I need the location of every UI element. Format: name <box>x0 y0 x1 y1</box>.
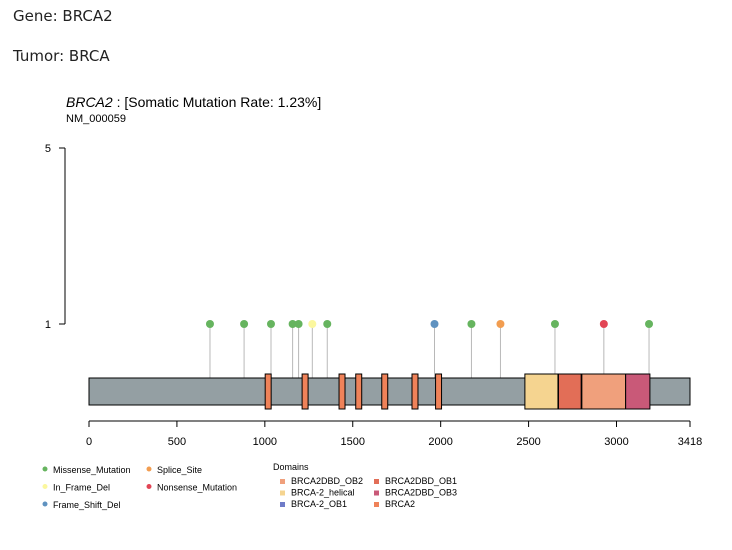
domain-box <box>581 373 627 410</box>
x-tick-label: 2000 <box>428 436 452 448</box>
lollipop-head <box>496 320 505 328</box>
x-tick-label: 0 <box>86 436 92 448</box>
lollipop-head <box>266 320 275 328</box>
tumor-label: Tumor: BRCA <box>13 47 110 65</box>
lollipop-head <box>308 320 317 328</box>
chart-subtitle: NM_000059 <box>66 113 126 125</box>
domain-box <box>411 373 419 410</box>
chart-title-rest: : [Somatic Mutation Rate: 1.23%] <box>113 94 322 110</box>
domain-box <box>301 373 309 410</box>
x-tick-label: 1000 <box>253 436 277 448</box>
lollipop-head <box>205 320 214 328</box>
domain-box <box>355 373 363 410</box>
lollipop-head <box>645 320 654 328</box>
lollipop-head <box>323 320 332 328</box>
legend-label: In_Frame_Del <box>53 483 110 493</box>
legend-swatch <box>280 490 285 496</box>
x-tick-label: 500 <box>168 436 186 448</box>
legend-swatch <box>374 479 379 484</box>
domain-box <box>524 373 559 410</box>
y-tick-label: 1 <box>45 319 51 331</box>
lollipop-heads <box>205 320 654 328</box>
x-tick-label: 1500 <box>341 436 365 448</box>
legend-label: BRCA2DBD_OB2 <box>291 476 363 486</box>
legend-swatch <box>374 490 379 496</box>
domain-box <box>625 373 651 410</box>
legend-label: Frame_Shift_Del <box>53 500 121 510</box>
x-tick-label: 2500 <box>516 436 540 448</box>
legend-label: BRCA-2_OB1 <box>291 499 347 509</box>
legend-dot <box>146 466 152 472</box>
mutation-type-legend: Missense_Mutation In_Frame_Del Frame_Shift… <box>42 465 237 510</box>
legend-dot <box>42 466 48 472</box>
lollipop-head <box>550 320 559 328</box>
domain-box <box>264 373 272 410</box>
legend-swatch <box>280 502 285 507</box>
lollipop-head <box>430 320 439 328</box>
lollipop-head <box>288 320 297 328</box>
lollipop-head <box>294 320 303 328</box>
legend-swatch <box>280 479 285 484</box>
domain-box <box>338 373 346 410</box>
x-tick-label: 3418 <box>678 436 702 448</box>
domain-box <box>381 373 389 410</box>
x-tick-label: 3000 <box>604 436 628 448</box>
legend-label: BRCA2DBD_OB1 <box>385 476 457 486</box>
legend-dot <box>146 484 152 489</box>
legend-label: Splice_Site <box>157 465 202 475</box>
legend-label: Nonsense_Mutation <box>157 483 237 493</box>
legend-label: BRCA-2_helical <box>291 488 355 498</box>
y-tick-label: 5 <box>45 143 51 155</box>
domain-legend: Domains BRCA2DBD_OB2 BRCA-2_helicalBRCA-2… <box>273 462 457 509</box>
chart-title-gene: BRCA2 <box>66 94 113 110</box>
lollipop-head <box>240 320 249 328</box>
domain-box <box>435 373 443 410</box>
legend-swatch <box>374 502 379 507</box>
lollipop-head <box>599 320 608 328</box>
legend-label: BRCA2 <box>385 499 415 509</box>
y-axis: 15 <box>45 143 66 331</box>
x-axis: 0 500 1000 1500 2000 2500 3000 3418 <box>86 420 702 448</box>
legend-label: Missense_Mutation <box>53 465 131 475</box>
lollipop-head <box>467 320 476 328</box>
chart-title: BRCA2 : [Somatic Mutation Rate: 1.23%] <box>66 94 321 110</box>
legend-dot <box>42 484 48 489</box>
legend-label: BRCA2DBD_OB3 <box>385 488 457 498</box>
legend-dot <box>42 501 48 507</box>
domain-boxes <box>264 373 651 410</box>
domains-legend-title: Domains <box>273 462 309 472</box>
lollipop-stems <box>209 324 650 378</box>
domain-box <box>557 373 582 410</box>
gene-label: Gene: BRCA2 <box>13 7 113 25</box>
